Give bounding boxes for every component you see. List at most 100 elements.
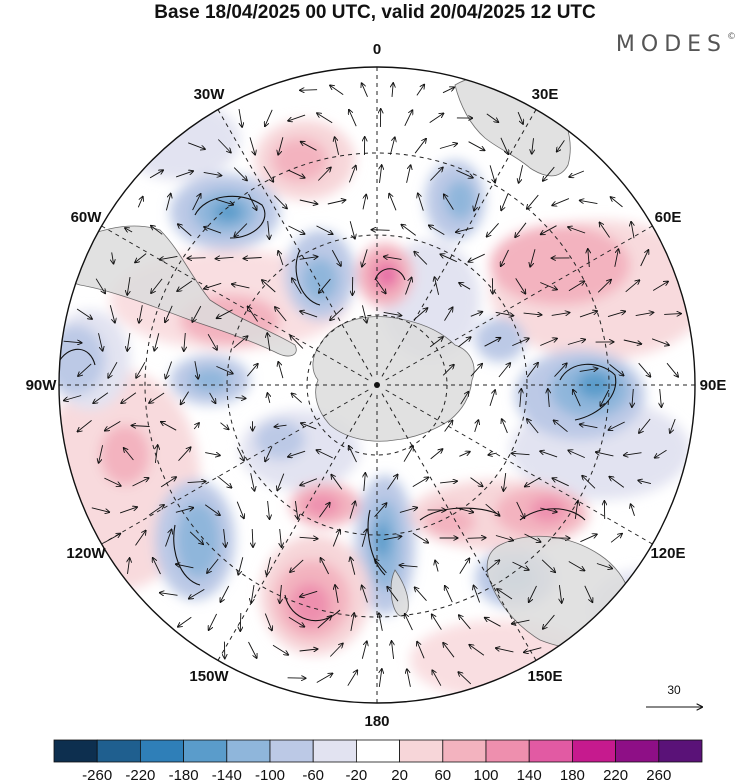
meridian-label: 30W <box>194 86 226 103</box>
wind-arrow <box>278 137 284 154</box>
wind-arrow <box>290 336 304 349</box>
wind-arrow <box>155 445 157 463</box>
wind-arrow <box>319 503 329 518</box>
wind-arrow <box>316 674 333 683</box>
wind-arrow <box>579 311 597 318</box>
wind-arrow <box>575 501 578 519</box>
wind-arrow <box>474 193 480 210</box>
wind-arrow <box>596 452 614 457</box>
wind-arrow <box>430 449 443 460</box>
wind-arrow <box>455 507 473 513</box>
wind-arrow <box>512 453 530 454</box>
wind-arrow <box>149 392 165 403</box>
wind-arrow <box>349 110 357 127</box>
wind-arrow <box>233 167 247 181</box>
wind-arrow <box>412 477 429 487</box>
wind-arrow <box>187 481 206 482</box>
wind-arrow <box>154 333 160 350</box>
colorbar-tick-label: 220 <box>603 767 628 783</box>
meridian-line <box>101 389 369 545</box>
wind-arrow <box>204 227 222 234</box>
wind-arrow <box>300 90 318 91</box>
colorbar-swatch <box>139 739 184 763</box>
wind-arrow <box>458 337 470 348</box>
wind-arrow <box>444 421 453 432</box>
wind-arrow <box>362 83 368 97</box>
wind-arrow <box>609 364 624 375</box>
wind-arrow <box>387 475 398 490</box>
wind-arrow <box>319 278 331 293</box>
wind-arrow <box>299 257 318 260</box>
wind-arrow <box>456 227 474 232</box>
wind-arrow <box>526 363 538 378</box>
wind-arrow <box>234 223 248 237</box>
wind-arrow <box>540 339 557 346</box>
wind-arrow <box>399 508 417 513</box>
wind-arrow <box>220 422 229 430</box>
wind-arrow <box>362 195 366 210</box>
wind-arrow <box>495 311 514 315</box>
wind-arrow <box>272 644 288 655</box>
wind-arrow <box>238 109 242 127</box>
wind-arrow <box>414 252 428 265</box>
wind-arrow <box>664 314 681 315</box>
wind-arrow <box>468 141 485 151</box>
wind-arrow <box>275 425 287 427</box>
wind-arrow <box>132 426 150 427</box>
wind-arrow <box>541 559 555 572</box>
reference-vector: 30 <box>646 683 702 707</box>
wind-arrow <box>95 278 105 294</box>
wind-arrow <box>236 501 244 519</box>
wind-arrow <box>204 282 222 288</box>
wind-arrow <box>151 278 163 293</box>
wind-arrow <box>607 311 625 318</box>
wind-arrow <box>177 280 193 291</box>
wind-arrow <box>178 224 192 237</box>
wind-arrow <box>330 85 344 95</box>
wind-arrow <box>263 166 274 181</box>
wind-arrow <box>567 340 585 345</box>
wind-arrow <box>78 363 92 376</box>
wind-arrow <box>459 615 471 630</box>
wind-arrow <box>551 313 570 316</box>
colorbar-swatch <box>269 739 314 763</box>
wind-arrow <box>151 226 163 235</box>
meridian-label: 30E <box>532 86 559 103</box>
wind-arrow <box>317 450 333 459</box>
wind-arrow <box>217 309 233 318</box>
wind-arrow <box>383 536 402 541</box>
wind-arrow <box>108 361 118 378</box>
wind-arrow <box>99 445 104 463</box>
wind-arrow <box>209 613 218 630</box>
wind-arrow <box>400 565 418 567</box>
wind-arrow <box>384 257 402 260</box>
wind-arrow <box>139 305 143 323</box>
meridian-label: 150E <box>527 668 562 685</box>
wind-arrow <box>540 282 557 290</box>
wind-arrow <box>614 249 619 267</box>
wind-arrow <box>288 114 306 121</box>
meridian-line <box>101 225 369 381</box>
wind-arrow <box>444 307 453 321</box>
wind-arrow <box>543 166 555 181</box>
wind-arrow <box>445 586 453 603</box>
wind-arrow <box>474 420 479 433</box>
wind-arrow <box>189 531 203 544</box>
wind-arrow <box>557 140 565 151</box>
wind-arrow <box>292 278 302 294</box>
wind-arrow <box>655 449 667 457</box>
wind-arrow <box>104 534 121 543</box>
wind-arrow <box>361 641 367 659</box>
wind-arrow <box>418 193 424 211</box>
wind-arrow <box>217 139 231 153</box>
wind-arrow <box>331 475 343 490</box>
wind-arrow <box>470 477 483 487</box>
wind-arrow <box>232 284 250 289</box>
wind-arrow <box>160 477 176 488</box>
wind-arrow <box>121 392 137 403</box>
wind-arrow <box>361 305 366 322</box>
wind-arrow <box>300 478 318 486</box>
colorbar-swatch <box>183 739 228 763</box>
wind-arrow <box>417 642 425 659</box>
wind-arrow <box>216 257 234 258</box>
